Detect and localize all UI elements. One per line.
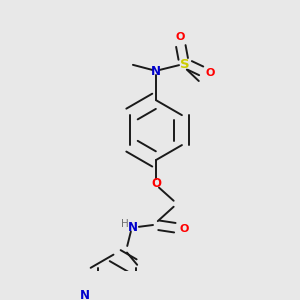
Text: H: H — [121, 219, 129, 229]
Text: N: N — [80, 289, 90, 300]
Text: O: O — [175, 32, 184, 42]
Text: N: N — [151, 65, 161, 78]
Text: O: O — [206, 68, 215, 78]
Text: N: N — [128, 220, 138, 234]
Text: S: S — [180, 58, 189, 71]
Text: O: O — [151, 177, 161, 190]
Text: O: O — [179, 224, 189, 234]
